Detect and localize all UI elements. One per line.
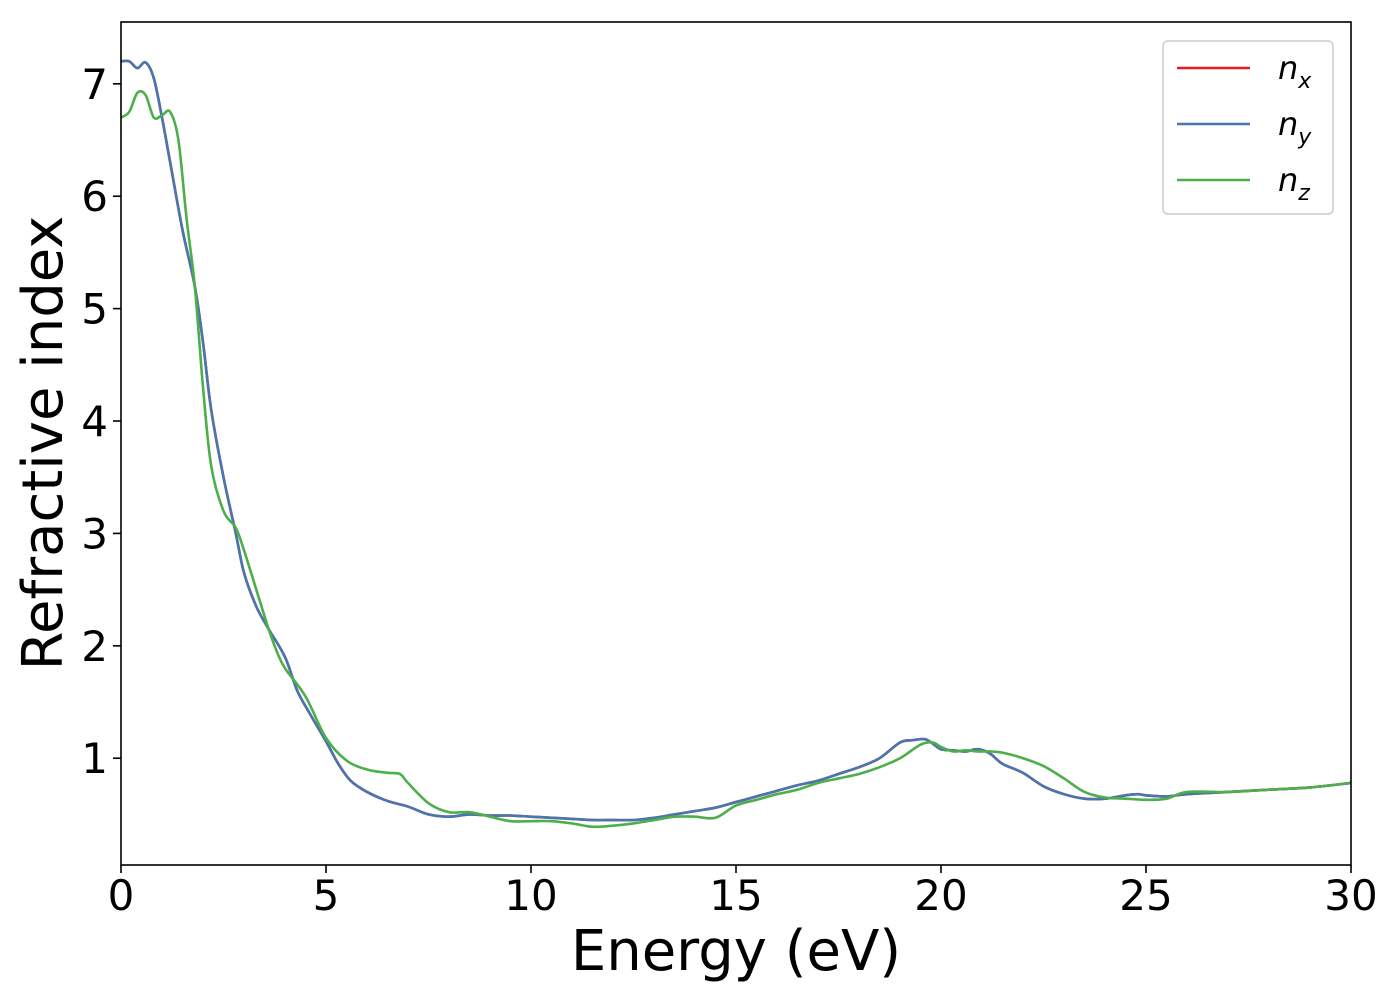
- legend-label-ny: ny: [1278, 105, 1312, 150]
- y-tick-label: 6: [81, 172, 108, 221]
- x-tick-label: 5: [313, 871, 340, 920]
- legend-label-nz: nz: [1278, 161, 1310, 206]
- y-tick-label: 4: [81, 397, 108, 446]
- series-line-nz: [121, 89, 1351, 829]
- y-axis-ticks: 1 2 3 4 5 6 7: [81, 60, 121, 783]
- y-tick-label: 7: [81, 60, 108, 109]
- series-line-ny: [121, 59, 1351, 822]
- x-tick-label: 25: [1119, 871, 1172, 920]
- x-tick-label: 30: [1324, 871, 1377, 920]
- y-tick-label: 3: [81, 509, 108, 558]
- x-tick-label: 15: [709, 871, 762, 920]
- x-axis-label: Energy (eV): [571, 919, 901, 984]
- legend-label-nx: nx: [1278, 49, 1312, 94]
- y-tick-label: 1: [81, 734, 108, 783]
- y-axis-label: Refractive index: [11, 216, 76, 671]
- x-tick-label: 20: [914, 871, 967, 920]
- legend-frame: [1162, 40, 1334, 215]
- x-tick-label: 10: [504, 871, 557, 920]
- y-tick-label: 2: [81, 622, 108, 671]
- series-layer: [121, 59, 1351, 829]
- x-tick-label: 0: [108, 871, 135, 920]
- y-tick-label: 5: [81, 285, 108, 334]
- legend: nx ny nz: [1162, 40, 1334, 215]
- x-axis-ticks: 0 5 10 15 20 25 30: [108, 865, 1378, 920]
